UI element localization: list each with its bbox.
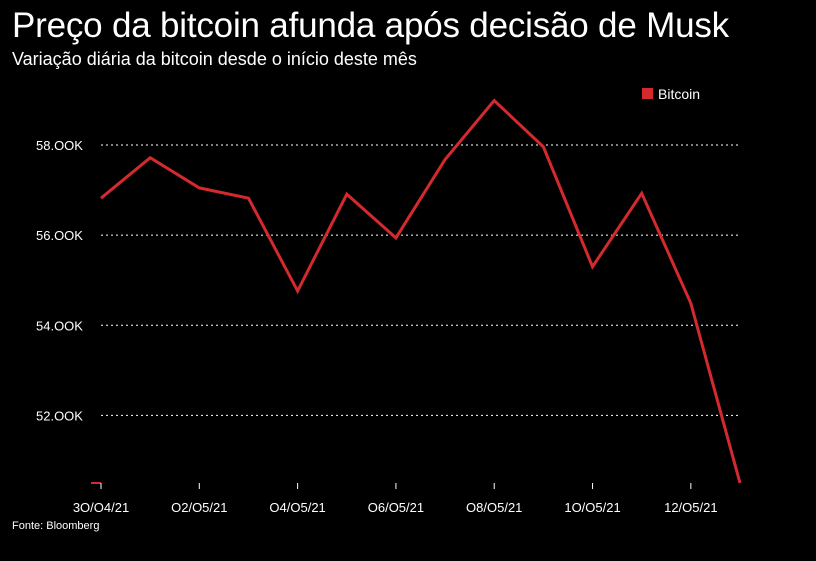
x-tick-label: O8/O5/21 [466,500,522,515]
legend-swatch-bitcoin [642,88,653,99]
series-layer [100,98,742,484]
y-tick-label: 58.OOK [36,138,83,153]
source-note: Fonte: Bloomberg [12,520,100,532]
gridlines [101,144,740,416]
series-line-bitcoin [100,98,742,484]
y-tick-label: 56.OOK [36,228,83,243]
x-tick-label: 12/O5/21 [664,500,718,515]
legend: Bitcoin [642,86,700,102]
x-tick-label: O2/O5/21 [171,500,227,515]
x-tick-label: 1O/O5/21 [564,500,620,515]
x-tick-label: 3O/O4/21 [73,500,129,515]
legend-label-bitcoin: Bitcoin [658,86,700,102]
chart-title: Preço da bitcoin afunda após decisão de … [12,6,729,45]
x-axis: 3O/O4/21 O2/O5/21 O4/O5/21 O6/O5/21 O8/O5/21… [73,482,718,515]
y-tick-label: 52.OOK [36,408,83,423]
y-tick-label: 54.OOK [36,318,83,333]
y-axis-tick-labels: 52.OOK 54.OOK 56.OOK 58.OOK [36,138,83,423]
chart-subtitle: Variação diária da bitcoin desde o iníci… [12,49,417,69]
x-tick-label: O6/O5/21 [368,500,424,515]
x-tick-label: O4/O5/21 [269,500,325,515]
